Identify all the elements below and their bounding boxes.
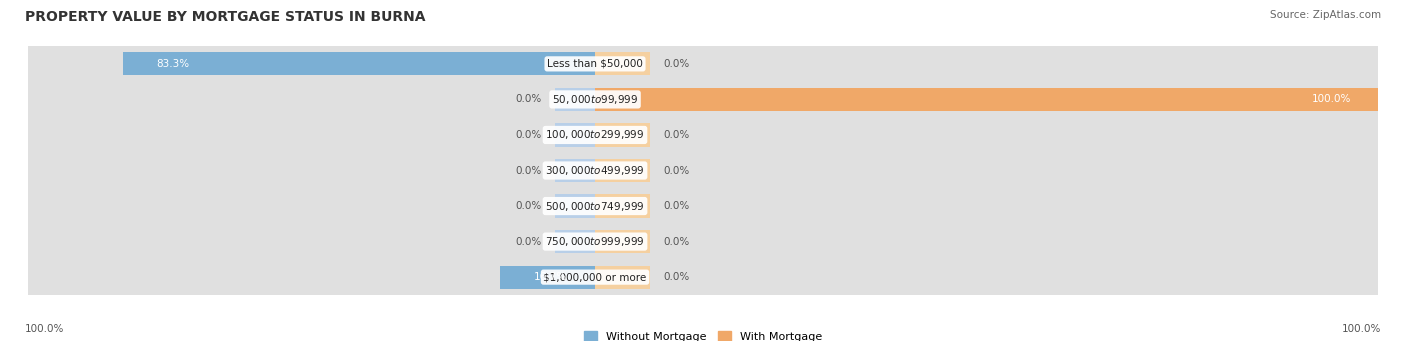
Bar [595, 230, 650, 253]
Text: 100.0%: 100.0% [1312, 94, 1351, 104]
Bar [28, 224, 1378, 260]
Text: 0.0%: 0.0% [664, 201, 689, 211]
Bar [595, 266, 650, 289]
Bar [555, 159, 595, 182]
Bar [555, 123, 595, 147]
Text: 0.0%: 0.0% [664, 59, 689, 69]
Text: 100.0%: 100.0% [1341, 324, 1381, 334]
Text: $500,000 to $749,999: $500,000 to $749,999 [546, 199, 645, 212]
Text: $50,000 to $99,999: $50,000 to $99,999 [553, 93, 638, 106]
Text: 0.0%: 0.0% [516, 201, 541, 211]
Bar [595, 123, 650, 147]
Text: 0.0%: 0.0% [516, 130, 541, 140]
Text: 0.0%: 0.0% [664, 130, 689, 140]
Bar [595, 159, 650, 182]
Bar [555, 88, 595, 111]
Bar [28, 81, 1378, 117]
Bar [595, 194, 650, 218]
Bar [555, 230, 595, 253]
Text: $750,000 to $999,999: $750,000 to $999,999 [546, 235, 645, 248]
Text: 83.3%: 83.3% [156, 59, 190, 69]
Bar [28, 117, 1378, 153]
Bar [28, 46, 1378, 82]
Text: 100.0%: 100.0% [25, 324, 65, 334]
Text: 0.0%: 0.0% [664, 272, 689, 282]
Bar [555, 194, 595, 218]
Text: 0.0%: 0.0% [516, 165, 541, 176]
Text: Less than $50,000: Less than $50,000 [547, 59, 643, 69]
Bar [501, 266, 595, 289]
Bar [28, 188, 1378, 224]
Text: 0.0%: 0.0% [516, 94, 541, 104]
Text: Source: ZipAtlas.com: Source: ZipAtlas.com [1270, 10, 1381, 20]
Bar [28, 152, 1378, 189]
Text: 16.7%: 16.7% [534, 272, 567, 282]
Text: $100,000 to $299,999: $100,000 to $299,999 [546, 129, 645, 142]
Text: $300,000 to $499,999: $300,000 to $499,999 [546, 164, 645, 177]
Bar [595, 88, 1378, 111]
Bar [28, 259, 1378, 295]
Text: PROPERTY VALUE BY MORTGAGE STATUS IN BURNA: PROPERTY VALUE BY MORTGAGE STATUS IN BUR… [25, 10, 426, 24]
Bar [122, 52, 595, 75]
Text: 0.0%: 0.0% [516, 237, 541, 247]
Bar [595, 52, 650, 75]
Text: 0.0%: 0.0% [664, 237, 689, 247]
Legend: Without Mortgage, With Mortgage: Without Mortgage, With Mortgage [579, 327, 827, 341]
Text: $1,000,000 or more: $1,000,000 or more [543, 272, 647, 282]
Text: 0.0%: 0.0% [664, 165, 689, 176]
